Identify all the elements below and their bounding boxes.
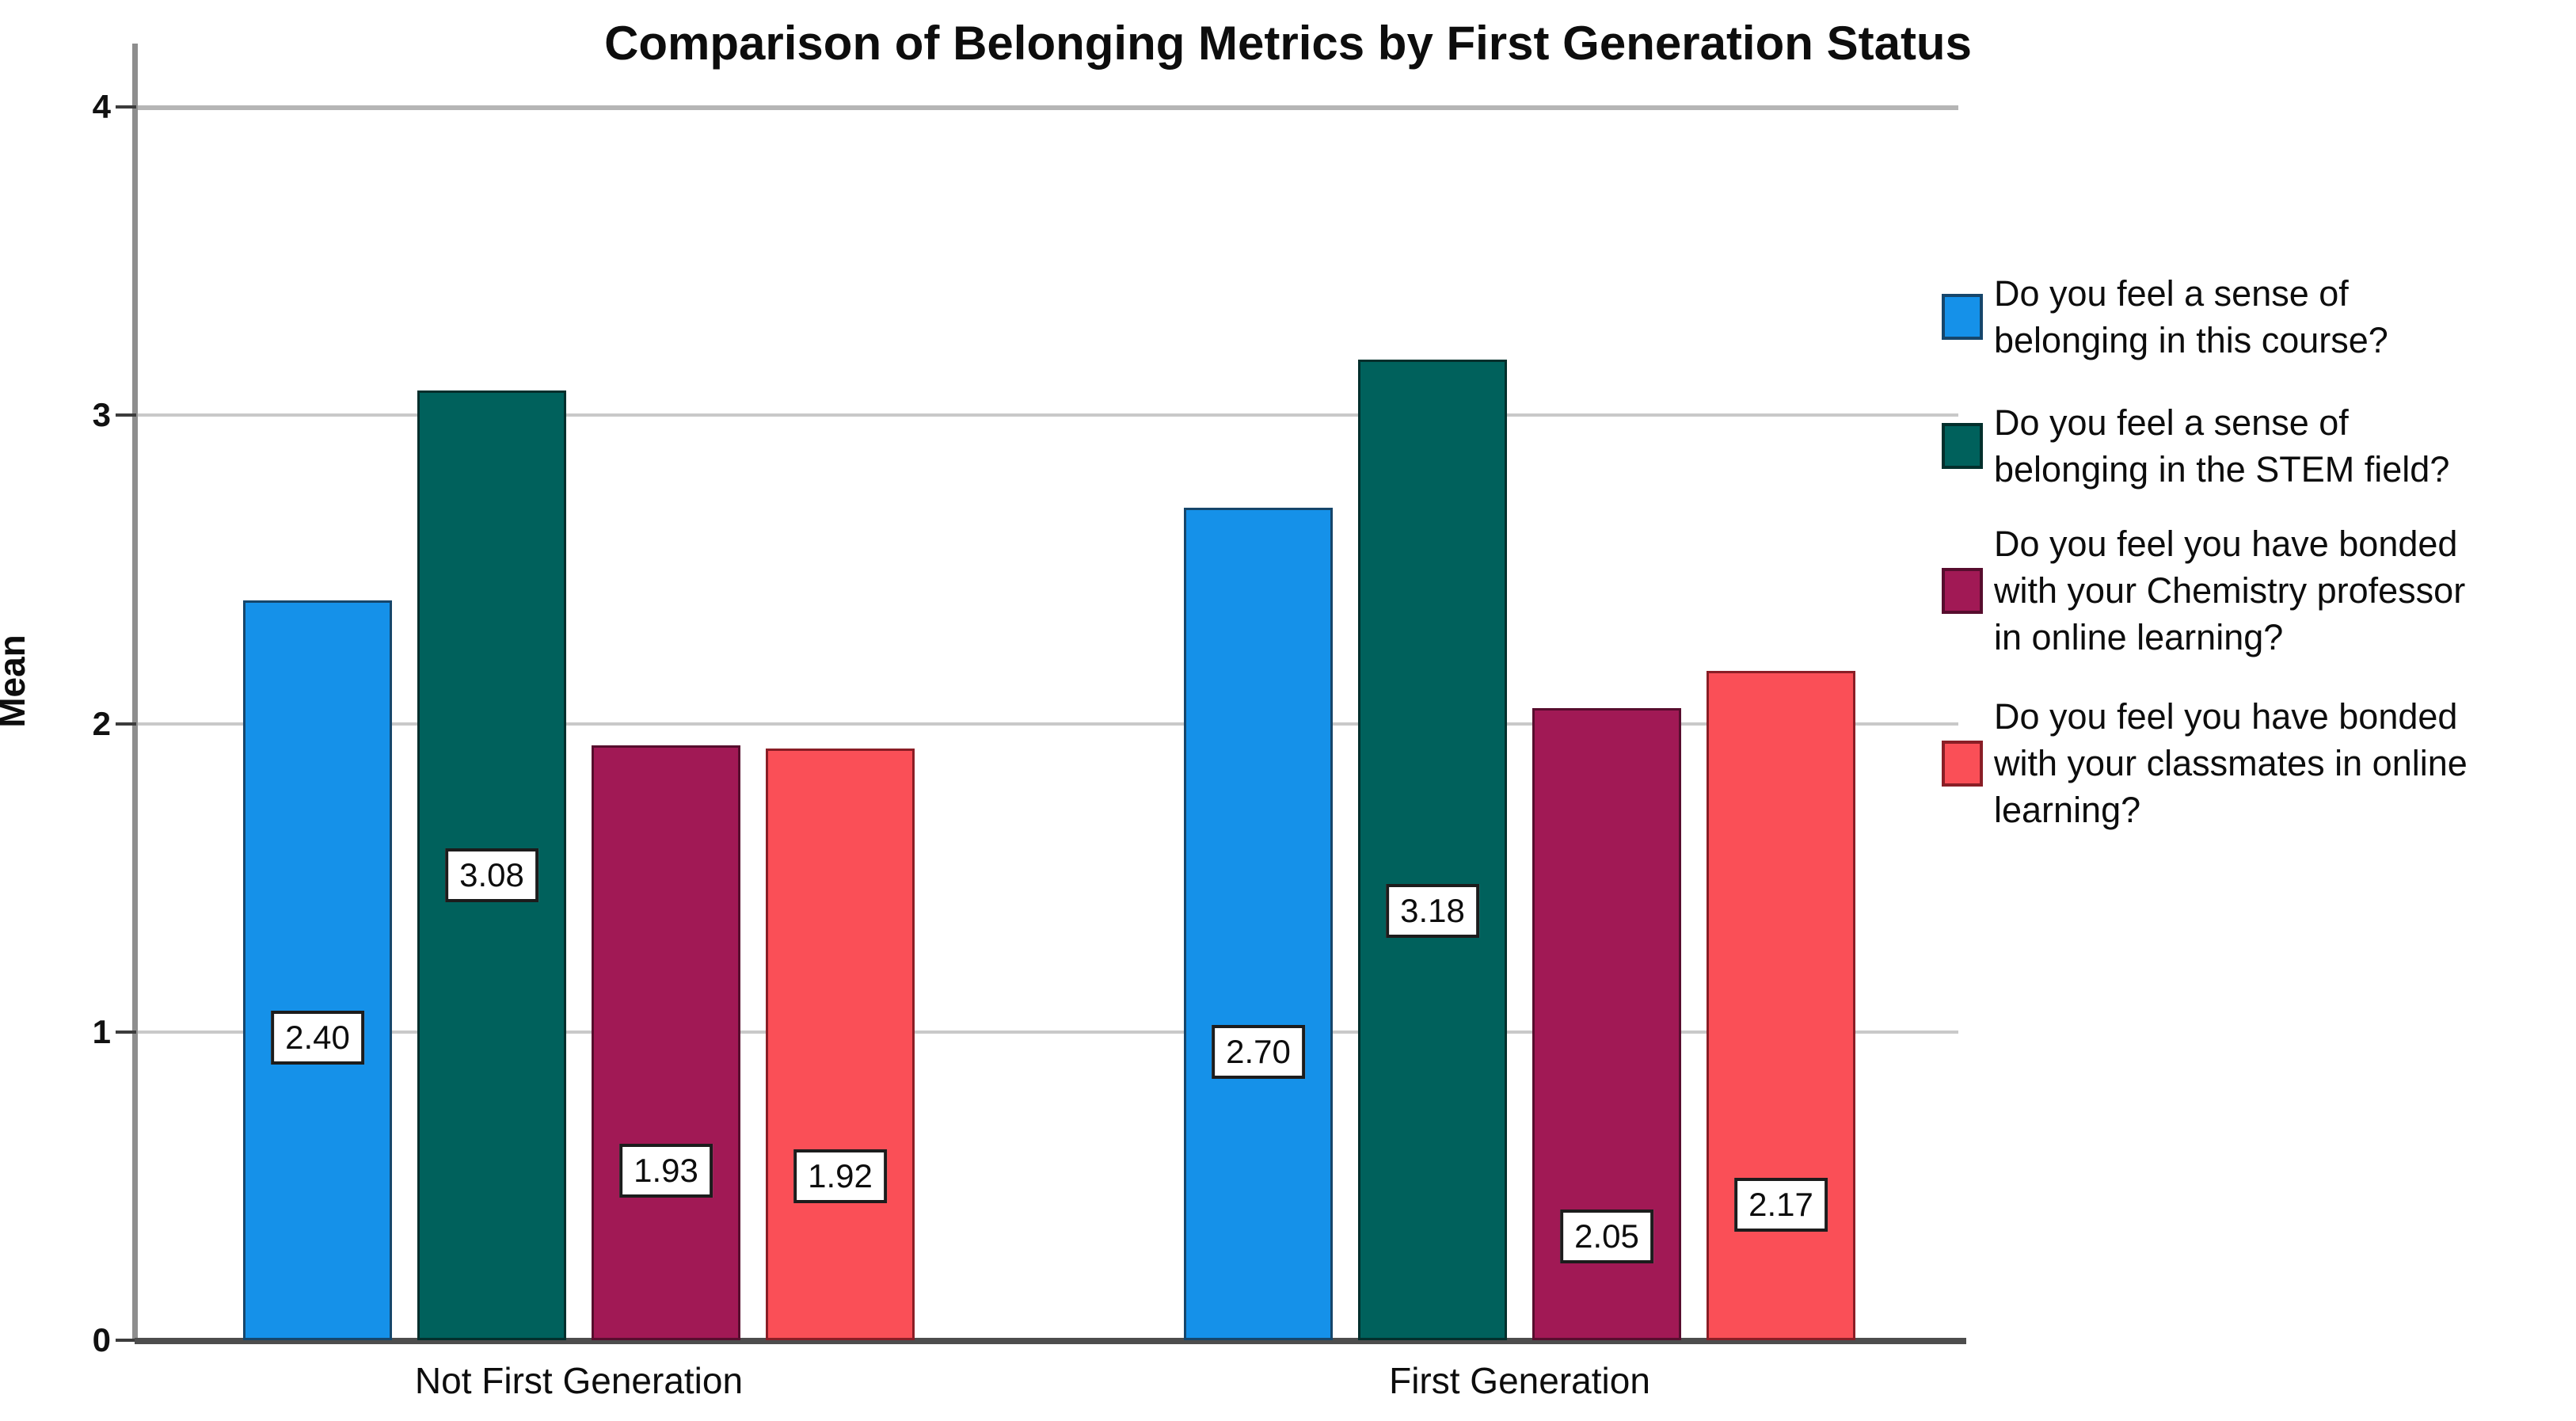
y-tick-2 (116, 722, 136, 726)
y-tick-3 (116, 413, 136, 417)
legend-swatch-1 (1942, 294, 1983, 340)
x-axis-line (135, 1338, 1966, 1344)
legend-label-line: in online learning? (1994, 617, 2284, 657)
legend-label-2: Do you feel a sense of belonging in the S… (1994, 399, 2449, 493)
legend-swatch-4 (1942, 740, 1983, 787)
bar-1-3 (592, 745, 740, 1340)
y-tick-label-4: 4 (92, 88, 111, 125)
y-axis-line (132, 44, 138, 1340)
bar-value-label-1-1: 2.40 (271, 1011, 364, 1065)
gridline-2 (135, 722, 1958, 726)
bar-1-4 (766, 748, 915, 1340)
y-tick-1 (116, 1030, 136, 1034)
legend-swatch-3 (1942, 567, 1983, 614)
legend-label-line: Do you feel you have bonded (1994, 696, 2458, 737)
legend-label-line: Do you feel a sense of (1994, 402, 2349, 443)
legend-label-line: with your classmates in online (1994, 743, 2468, 783)
legend-label-1: Do you feel a sense of belonging in this … (1994, 270, 2388, 364)
gridline-4 (135, 105, 1958, 110)
legend-label-line: belonging in this course? (1994, 320, 2388, 360)
y-tick-0 (116, 1339, 136, 1342)
y-tick-label-1: 1 (92, 1012, 111, 1050)
bar-1-1 (243, 600, 392, 1340)
bar-2-2 (1358, 360, 1507, 1340)
bar-value-label-2-1: 2.70 (1212, 1025, 1305, 1079)
legend-label-line: Do you feel you have bonded (1994, 524, 2458, 564)
legend-item-3: Do you feel you have bonded with your Che… (1942, 520, 2465, 661)
legend-item-4: Do you feel you have bonded with your cla… (1942, 693, 2468, 833)
legend-item-1: Do you feel a sense of belonging in this … (1942, 270, 2388, 364)
y-tick-4 (116, 105, 136, 109)
legend-label-line: Do you feel a sense of (1994, 273, 2349, 314)
legend-label-3: Do you feel you have bonded with your Che… (1994, 520, 2465, 661)
legend-swatch-2 (1942, 423, 1983, 469)
bar-value-label-2-3: 2.05 (1560, 1210, 1653, 1263)
legend-label-4: Do you feel you have bonded with your cla… (1994, 693, 2468, 833)
legend-label-line: learning? (1994, 790, 2141, 830)
category-label-1: Not First Generation (414, 1360, 744, 1401)
gridline-3 (135, 413, 1958, 417)
gridline-1 (135, 1030, 1958, 1034)
bar-value-label-1-2: 3.08 (445, 848, 538, 902)
legend-label-line: belonging in the STEM field? (1994, 449, 2450, 490)
chart-title: Comparison of Belonging Metrics by First… (604, 17, 1972, 70)
legend-item-2: Do you feel a sense of belonging in the S… (1942, 399, 2449, 493)
bar-value-label-1-3: 1.93 (619, 1144, 713, 1198)
bar-2-4 (1707, 671, 1855, 1340)
y-tick-label-3: 3 (92, 396, 111, 434)
bar-2-1 (1184, 508, 1333, 1340)
y-tick-label-0: 0 (92, 1321, 111, 1358)
category-label-2: First Generation (1389, 1360, 1650, 1401)
y-tick-label-2: 2 (92, 704, 111, 742)
legend-label-line: with your Chemistry professor (1994, 570, 2466, 611)
bar-value-label-1-4: 1.92 (793, 1149, 887, 1203)
bar-value-label-2-4: 2.17 (1734, 1178, 1828, 1232)
bar-value-label-2-2: 3.18 (1386, 884, 1479, 938)
